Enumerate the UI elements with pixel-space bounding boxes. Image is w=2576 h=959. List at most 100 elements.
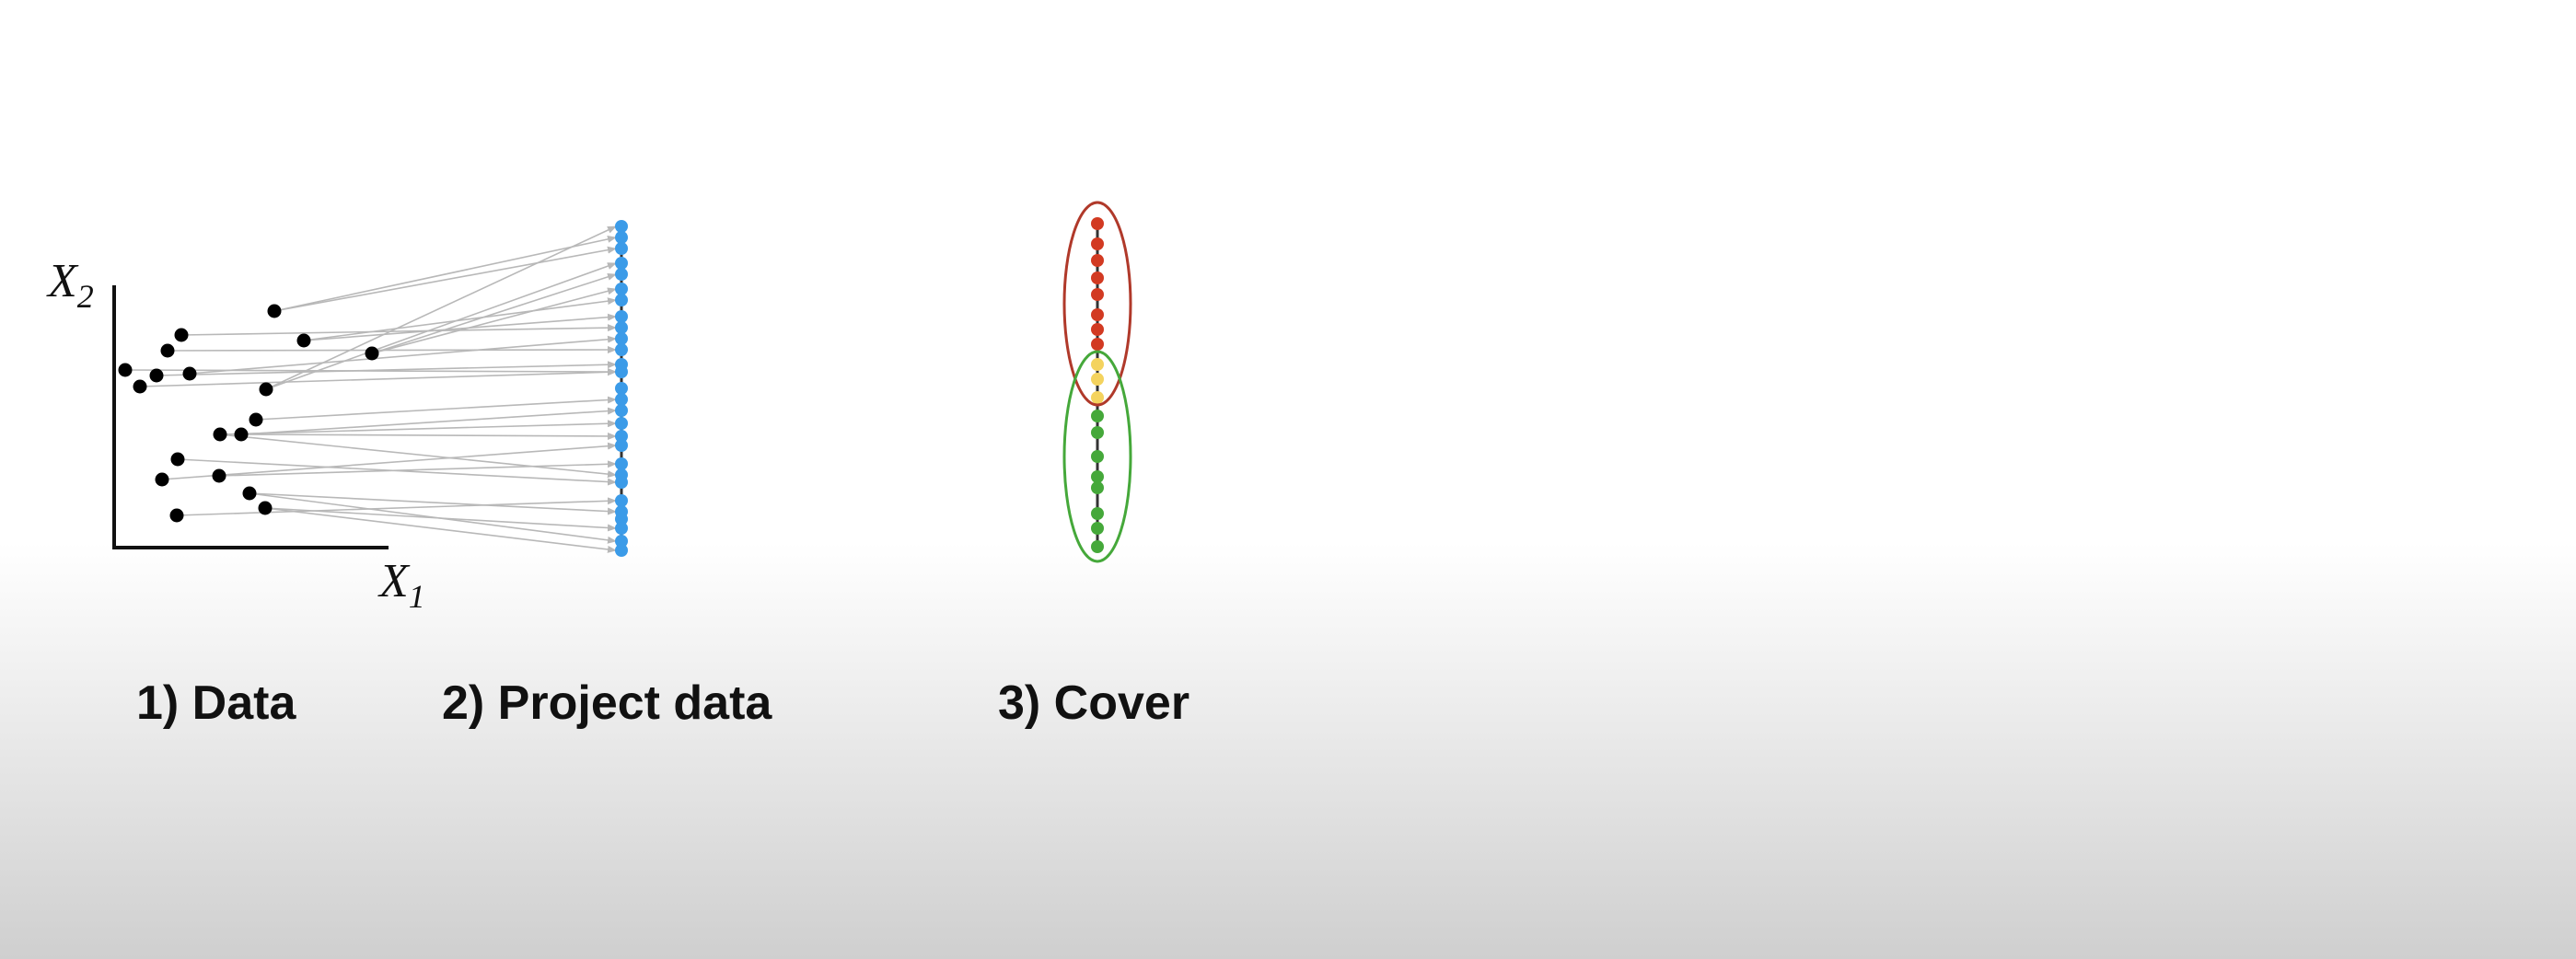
projected-point xyxy=(615,544,628,557)
projected-points xyxy=(615,220,628,557)
projection-arrow xyxy=(303,313,617,341)
data-point xyxy=(149,368,164,383)
projection-line-group xyxy=(615,220,628,557)
data-point xyxy=(133,379,147,394)
data-point xyxy=(155,472,169,487)
cover-point-top xyxy=(1091,308,1104,321)
cover-diagram xyxy=(1062,201,1132,563)
data-point xyxy=(170,452,185,467)
projection-arrow xyxy=(249,492,617,544)
data-point xyxy=(249,412,263,427)
projected-point xyxy=(615,294,628,306)
cover-interval-top xyxy=(1062,201,1132,407)
projection-arrow xyxy=(219,433,617,479)
projected-point xyxy=(615,439,628,452)
projected-point xyxy=(615,231,628,244)
cover-point-bottom xyxy=(1091,450,1104,463)
projected-point xyxy=(615,535,628,548)
data-point xyxy=(242,486,257,501)
projected-point xyxy=(615,321,628,334)
x-axis-label-main: X xyxy=(377,555,411,607)
projection-arrow xyxy=(264,507,617,553)
cover-point-bottom xyxy=(1091,410,1104,422)
x-axis-label-sub: 1 xyxy=(409,578,425,615)
cover-point-bottom xyxy=(1091,540,1104,553)
projected-point xyxy=(615,242,628,255)
projected-point xyxy=(615,365,628,378)
data-point xyxy=(212,468,226,483)
data-point xyxy=(118,363,133,377)
data-plot: X2 X1 xyxy=(46,255,425,615)
projection-arrow xyxy=(303,297,617,341)
cover-point-top xyxy=(1091,272,1104,284)
step-label-data: 1) Data xyxy=(136,676,296,730)
projection-arrow xyxy=(180,324,617,336)
projected-point xyxy=(615,404,628,417)
cover-interval-bottom xyxy=(1062,350,1132,563)
projection-arrow xyxy=(139,368,617,387)
x-axis-label: X1 xyxy=(377,555,425,615)
y-axis-label-sub: 2 xyxy=(77,278,94,315)
data-point xyxy=(182,366,197,381)
step-label-cover: 3) Cover xyxy=(998,676,1189,730)
data-point xyxy=(259,382,273,397)
projected-point xyxy=(615,430,628,443)
projection-arrow xyxy=(156,361,617,376)
projected-point xyxy=(615,382,628,395)
projection-arrow xyxy=(265,262,617,390)
data-point xyxy=(234,427,249,442)
cover-point-overlap xyxy=(1091,358,1104,371)
projection-arrow xyxy=(371,272,617,354)
cover-point-top xyxy=(1091,288,1104,301)
data-point xyxy=(169,508,184,523)
cover-points xyxy=(1091,217,1104,553)
projection-arrow xyxy=(189,335,617,375)
projection-arrow xyxy=(273,235,617,312)
projection-arrow xyxy=(167,346,617,354)
projection-arrow xyxy=(176,497,617,516)
cover-point-top xyxy=(1091,237,1104,250)
projection-arrow xyxy=(249,492,617,515)
data-point xyxy=(213,427,227,442)
projected-point xyxy=(615,268,628,281)
cover-point-bottom xyxy=(1091,507,1104,520)
cover-point-top xyxy=(1091,254,1104,267)
data-point xyxy=(160,343,175,358)
cover-point-bottom xyxy=(1091,522,1104,535)
projected-point xyxy=(615,494,628,507)
projected-point xyxy=(615,332,628,345)
data-point xyxy=(174,328,189,342)
projection-arrow xyxy=(371,287,617,354)
projected-point xyxy=(615,522,628,535)
cover-point-bottom xyxy=(1091,470,1104,483)
y-axis-label-main: X xyxy=(46,255,79,307)
projected-point xyxy=(615,417,628,430)
projected-point xyxy=(615,310,628,323)
projection-arrow xyxy=(265,225,617,390)
cover-point-top xyxy=(1091,217,1104,230)
projected-point xyxy=(615,476,628,489)
projection-arrow xyxy=(255,396,617,421)
cover-point-overlap xyxy=(1091,391,1104,404)
data-point xyxy=(296,333,311,348)
projected-point xyxy=(615,283,628,295)
projection-arrow xyxy=(161,442,617,480)
projected-point xyxy=(615,393,628,406)
cover-point-bottom xyxy=(1091,481,1104,494)
data-points xyxy=(118,304,379,523)
projected-point xyxy=(615,457,628,470)
step-label-project-data: 2) Project data xyxy=(442,676,772,730)
projection-arrows xyxy=(124,225,617,553)
data-point xyxy=(258,501,273,515)
cover-point-top xyxy=(1091,338,1104,351)
projection-arrow xyxy=(240,432,617,440)
projection-arrow xyxy=(219,420,617,435)
projection-arrow xyxy=(218,460,617,477)
projected-point xyxy=(615,220,628,233)
projected-point xyxy=(615,513,628,526)
projection-arrow xyxy=(240,407,617,435)
projected-point xyxy=(615,343,628,356)
data-point xyxy=(267,304,282,318)
y-axis-label: X2 xyxy=(46,255,94,315)
